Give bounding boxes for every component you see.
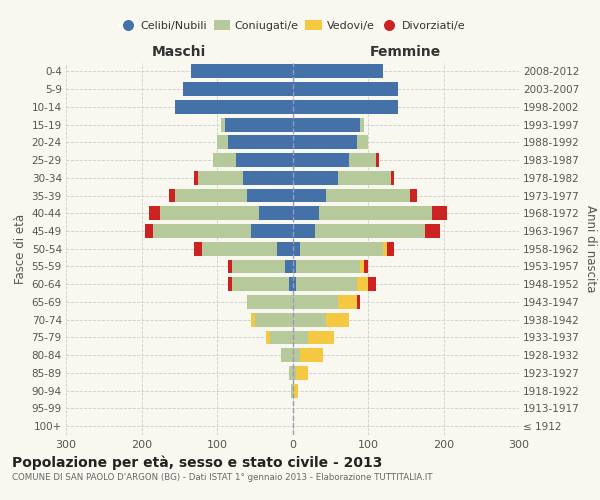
Bar xyxy=(289,366,293,380)
Bar xyxy=(194,242,202,256)
Bar xyxy=(247,188,293,202)
Bar xyxy=(293,224,315,238)
Bar xyxy=(293,242,300,256)
Bar xyxy=(232,260,285,274)
Bar xyxy=(175,100,293,114)
Bar xyxy=(169,188,175,202)
Text: Popolazione per età, sesso e stato civile - 2013: Popolazione per età, sesso e stato civil… xyxy=(12,455,382,469)
Bar xyxy=(293,278,296,291)
Bar xyxy=(338,171,391,184)
Bar xyxy=(364,260,368,274)
Bar xyxy=(198,171,244,184)
Bar xyxy=(194,171,198,184)
Bar xyxy=(326,313,349,326)
Bar xyxy=(145,224,153,238)
Bar xyxy=(293,348,300,362)
Bar xyxy=(361,118,364,132)
Bar xyxy=(387,242,394,256)
Bar xyxy=(232,278,289,291)
Bar xyxy=(247,295,293,309)
Bar xyxy=(349,153,376,167)
Bar xyxy=(308,330,334,344)
Bar xyxy=(376,153,379,167)
Bar xyxy=(361,260,364,274)
Bar xyxy=(213,153,236,167)
Bar xyxy=(293,330,308,344)
Bar xyxy=(175,188,247,202)
Bar xyxy=(293,118,361,132)
Bar xyxy=(356,278,368,291)
Legend: Celibi/Nubili, Coniugati/e, Vedovi/e, Divorziati/e: Celibi/Nubili, Coniugati/e, Vedovi/e, Di… xyxy=(115,16,470,36)
Bar xyxy=(149,206,160,220)
Y-axis label: Fasce di età: Fasce di età xyxy=(14,214,28,284)
Bar xyxy=(251,224,293,238)
Bar xyxy=(425,224,440,238)
Bar xyxy=(224,118,293,132)
Bar xyxy=(255,313,293,326)
Bar xyxy=(270,330,293,344)
Text: Femmine: Femmine xyxy=(370,45,442,59)
Bar xyxy=(229,136,293,149)
Bar xyxy=(293,206,319,220)
Bar xyxy=(432,206,447,220)
Bar xyxy=(229,260,232,274)
Bar xyxy=(356,136,368,149)
Bar xyxy=(244,171,293,184)
Bar xyxy=(281,348,293,362)
Bar xyxy=(293,100,398,114)
Y-axis label: Anni di nascita: Anni di nascita xyxy=(584,205,596,292)
Bar xyxy=(293,136,356,149)
Bar xyxy=(296,278,356,291)
Bar xyxy=(410,188,417,202)
Bar xyxy=(285,260,293,274)
Bar xyxy=(319,206,432,220)
Bar xyxy=(236,153,293,167)
Bar xyxy=(391,171,394,184)
Bar xyxy=(293,64,383,78)
Bar xyxy=(153,224,251,238)
Bar xyxy=(368,278,376,291)
Bar xyxy=(160,206,259,220)
Bar xyxy=(296,260,361,274)
Bar xyxy=(259,206,293,220)
Bar xyxy=(293,260,296,274)
Text: Maschi: Maschi xyxy=(152,45,206,59)
Bar xyxy=(296,366,308,380)
Bar xyxy=(293,295,338,309)
Bar xyxy=(202,242,277,256)
Bar xyxy=(183,82,293,96)
Bar xyxy=(289,278,293,291)
Bar xyxy=(217,136,229,149)
Bar xyxy=(293,188,326,202)
Bar xyxy=(300,242,383,256)
Bar xyxy=(191,64,293,78)
Bar xyxy=(251,313,255,326)
Bar xyxy=(293,171,338,184)
Bar xyxy=(315,224,425,238)
Bar xyxy=(293,313,326,326)
Bar xyxy=(277,242,293,256)
Bar xyxy=(294,384,298,398)
Bar xyxy=(356,295,361,309)
Bar xyxy=(221,118,224,132)
Bar xyxy=(229,278,232,291)
Bar xyxy=(266,330,270,344)
Bar xyxy=(338,295,356,309)
Bar xyxy=(293,384,294,398)
Bar xyxy=(300,348,323,362)
Bar xyxy=(293,82,398,96)
Bar xyxy=(293,366,296,380)
Bar xyxy=(291,384,293,398)
Text: COMUNE DI SAN PAOLO D'ARGON (BG) - Dati ISTAT 1° gennaio 2013 - Elaborazione TUT: COMUNE DI SAN PAOLO D'ARGON (BG) - Dati … xyxy=(12,472,433,482)
Bar xyxy=(326,188,410,202)
Bar xyxy=(383,242,387,256)
Bar xyxy=(293,153,349,167)
